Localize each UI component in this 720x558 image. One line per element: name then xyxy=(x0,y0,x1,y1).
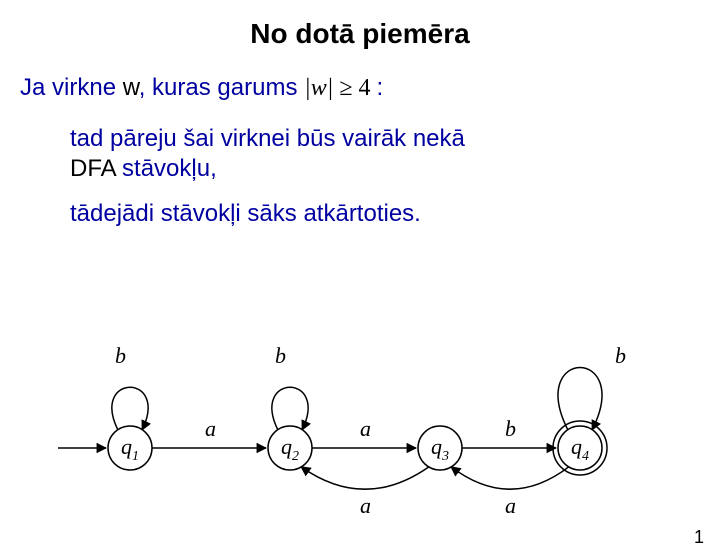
formula-op: ≥ xyxy=(339,75,352,101)
l1-c: : xyxy=(377,74,384,101)
svg-text:a: a xyxy=(360,493,371,518)
line-1: Ja virkne w, kuras garums |w| ≥ 4 : xyxy=(20,74,720,102)
l1-w: w xyxy=(123,74,139,101)
svg-text:b: b xyxy=(615,343,626,368)
svg-text:b: b xyxy=(115,343,126,368)
line-3: tādejādi stāvokļi sāks atkārtoties. xyxy=(70,200,660,228)
l2-a: tad pāreju šai virknei būs vairāk nekā xyxy=(70,125,465,152)
formula-rhs: 4 xyxy=(359,75,371,101)
dfa-diagram: aabaabbbq1q2q3q4 xyxy=(40,328,680,528)
l2-dfa: DFA xyxy=(70,155,115,182)
l2-b: stāvokļu, xyxy=(115,155,216,182)
l1-b: , kuras garums xyxy=(139,74,304,101)
svg-text:b: b xyxy=(505,416,516,441)
formula: |w| ≥ 4 xyxy=(304,75,376,101)
svg-text:a: a xyxy=(505,493,516,518)
formula-lhs: |w| xyxy=(304,75,333,101)
svg-text:a: a xyxy=(205,416,216,441)
page-number: 1 xyxy=(694,527,704,548)
l1-a: Ja virkne xyxy=(20,74,123,101)
svg-text:b: b xyxy=(275,343,286,368)
slide-title: No dotā piemēra xyxy=(0,18,720,50)
line-2: tad pāreju šai virknei būs vairāk nekā D… xyxy=(70,124,660,184)
svg-text:a: a xyxy=(360,416,371,441)
